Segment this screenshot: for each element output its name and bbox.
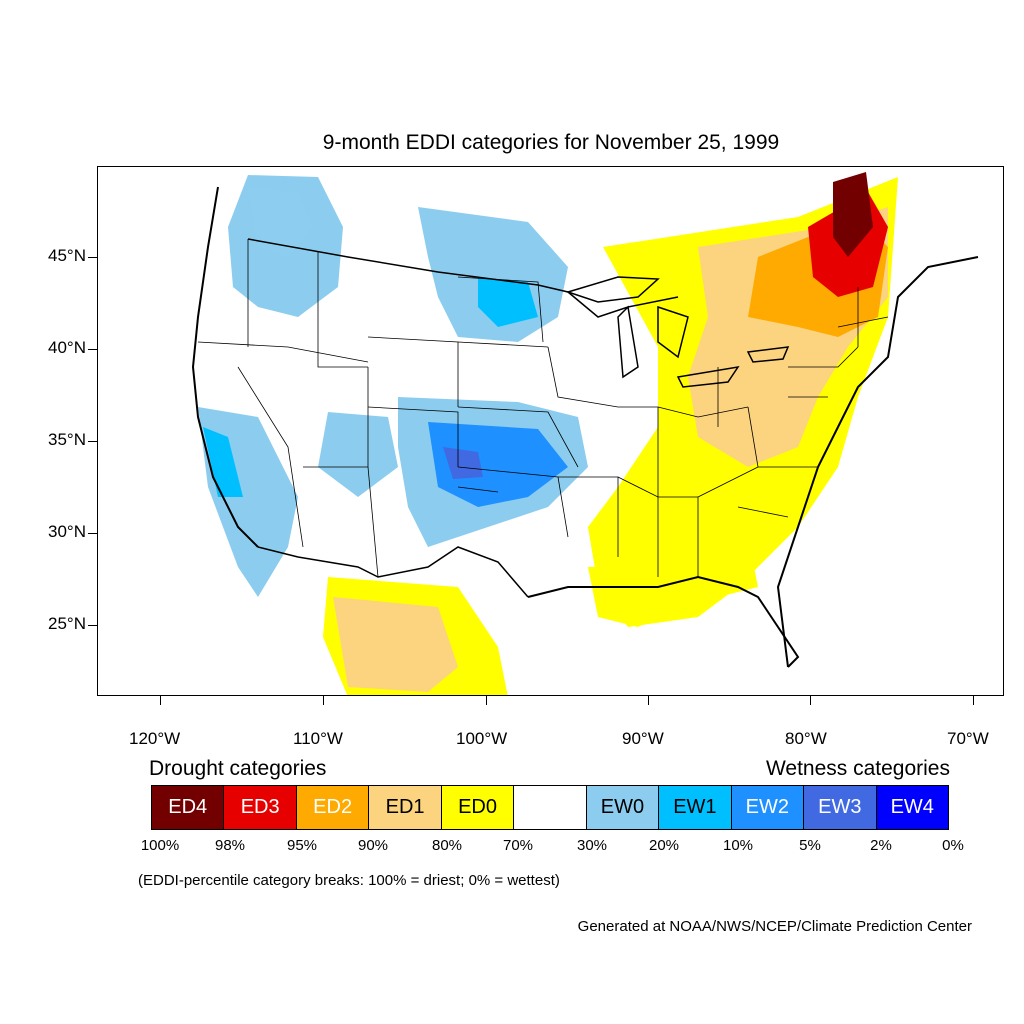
lon-tick-100 [486,696,487,705]
us-mexico-border [257,546,529,598]
drought-region-gulf [588,567,678,627]
lon-label-80: 80°W [785,729,827,748]
lon-tick-110 [323,696,324,705]
break-label: 70% [502,837,534,854]
break-label: 2% [870,837,892,854]
drought-region-mexico-core [333,597,458,692]
legend-box-ed1: ED1 [369,786,442,829]
legend-box-ew2: EW2 [731,786,805,829]
wet-region-west-coast-core [203,427,243,497]
us-canada-border [247,238,679,318]
credit-text: Generated at NOAA/NWS/NCEP/Climate Predi… [577,918,972,935]
legend-label-ew4: EW4 [890,796,934,818]
eddi-map [97,166,1004,696]
break-label: 100% [140,837,180,854]
break-label: 90% [357,837,389,854]
legend-label-ew0: EW0 [600,796,645,818]
category-legend: ED4 ED3 ED2 ED1 ED0 EW0 EW1 EW2 EW3 EW4 [151,785,949,830]
wetness-categories-heading: Wetness categories [765,757,950,780]
west-coast [191,186,259,548]
lon-label-100: 100°W [456,729,508,748]
break-label: 20% [648,837,680,854]
lat-tick-30 [88,533,97,534]
lon-tick-90 [648,696,649,705]
legend-label-ed0: ED0 [458,796,497,818]
break-label: 10% [722,837,754,854]
lake-huron [657,305,689,359]
lon-tick-120 [160,696,161,705]
break-label: 80% [431,837,463,854]
legend-box-normal [514,786,587,829]
legend-box-ew3: EW3 [804,786,877,829]
lon-label-90: 90°W [622,729,664,748]
lake-ontario [746,346,790,363]
category-regions [198,172,898,695]
break-label: 30% [576,837,608,854]
lat-tick-25 [88,625,97,626]
legend-box-ed3: ED3 [224,786,297,829]
legend-label-ew2: EW2 [745,796,790,818]
lon-label-70: 70°W [947,729,989,748]
lake-michigan [617,305,639,379]
category-breaks-note: (EDDI-percentile category breaks: 100% =… [138,872,560,889]
lat-tick-40 [88,349,97,350]
map-title: 9-month EDDI categories for November 25,… [322,131,780,154]
lake-superior [565,276,660,303]
wet-region-great-basin [318,412,398,497]
legend-box-ed2: ED2 [296,786,370,829]
east-coast [776,256,979,668]
lon-tick-80 [810,696,811,705]
legend-label-ew3: EW3 [818,796,862,818]
wet-region-central-plains-core [428,422,568,507]
lat-label-30: 30°N [48,522,86,541]
boundaries [191,186,979,668]
lon-label-110: 110°W [293,729,343,748]
legend-label-ed2: ED2 [313,796,353,818]
legend-label-ed4: ED4 [168,796,208,818]
wet-region-central-plains-max [443,447,483,479]
legend-box-ed4: ED4 [152,786,225,829]
wet-region-north-plains-core [478,277,538,327]
break-label: 95% [286,837,318,854]
legend-box-ew0: EW0 [586,786,660,829]
gulf-coast [527,575,800,668]
lat-label-25: 25°N [48,614,86,633]
state-boundaries [197,239,889,578]
legend-box-ed0: ED0 [441,786,515,829]
legend-label-ew1: EW1 [673,796,717,818]
lon-tick-70 [973,696,974,705]
legend-label-ed3: ED3 [240,796,280,818]
break-label: 5% [799,837,821,854]
lat-label-40: 40°N [48,338,86,357]
lon-label-120: 120°W [129,729,181,748]
break-label: 98% [214,837,246,854]
wet-region-northwest-core [248,187,313,257]
lat-tick-45 [88,257,97,258]
drought-categories-heading: Drought categories [149,757,327,780]
lat-label-35: 35°N [48,430,86,449]
legend-box-ew1: EW1 [659,786,732,829]
lat-tick-35 [88,441,97,442]
break-label: 0% [942,837,964,854]
lat-label-45: 45°N [48,246,86,265]
legend-label-ed1: ED1 [385,796,425,818]
legend-box-ew4: EW4 [876,786,948,829]
drought-region-east-ed4 [833,172,873,257]
